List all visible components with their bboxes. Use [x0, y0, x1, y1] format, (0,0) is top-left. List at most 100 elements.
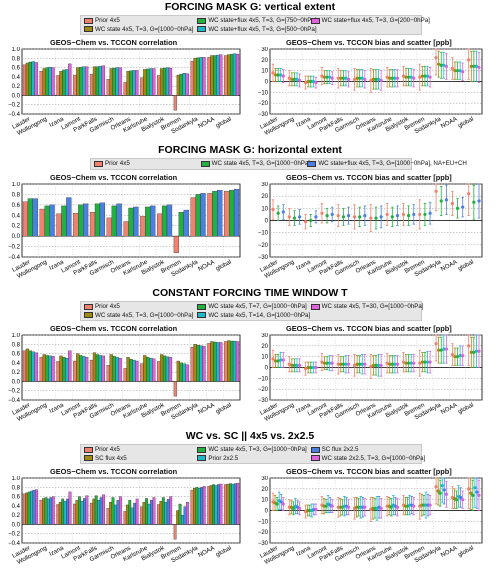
- bias-point: [281, 502, 285, 506]
- bar: [145, 206, 151, 237]
- bias-point: [292, 216, 297, 220]
- station-label: global: [457, 259, 475, 273]
- bar: [224, 55, 228, 96]
- bias-point: [472, 350, 476, 354]
- legend-item: Prior 4x5: [84, 303, 120, 310]
- bar: [42, 498, 45, 525]
- bar: [152, 358, 156, 382]
- bias-point: [295, 77, 299, 81]
- bar: [42, 354, 46, 382]
- bar: [82, 356, 86, 382]
- bar: [216, 342, 220, 382]
- bar: [199, 345, 203, 382]
- y-tick-label: 30: [261, 182, 268, 188]
- bias-point: [276, 73, 280, 77]
- bar: [39, 500, 43, 525]
- bias-point: [428, 503, 432, 507]
- station-label: global: [215, 259, 233, 273]
- bar: [115, 67, 119, 96]
- panel-title: CONSTANT FORCING TIME WINDOW T: [152, 287, 348, 299]
- bias-point: [287, 76, 291, 80]
- bias-point: [292, 77, 297, 81]
- bar: [190, 346, 194, 382]
- bias-point: [450, 201, 454, 206]
- bar: [92, 352, 97, 382]
- panel-title: FORCING MASK G: horizontal extent: [158, 144, 342, 156]
- bar: [216, 54, 220, 96]
- bias-point: [412, 504, 416, 508]
- bias-point: [325, 214, 329, 218]
- bias-point: [352, 363, 357, 367]
- bias-point: [336, 214, 340, 218]
- bar: [61, 498, 65, 525]
- legend-swatch: [200, 160, 210, 167]
- bar: [39, 357, 43, 382]
- legend-swatch: [94, 160, 103, 167]
- bar: [25, 348, 30, 382]
- bias-point: [461, 70, 465, 74]
- bias-point: [425, 74, 430, 78]
- y-tick-label: 0: [265, 509, 269, 515]
- bar: [143, 69, 147, 96]
- bar: [130, 507, 134, 525]
- bar: [94, 495, 98, 525]
- bar: [182, 363, 186, 382]
- legend-swatch: [84, 312, 93, 318]
- bias-point: [474, 349, 479, 353]
- bar: [95, 66, 100, 96]
- bias-point: [336, 76, 340, 80]
- bar: [133, 502, 137, 525]
- y-tick-label: 0.2: [12, 370, 21, 376]
- bar: [165, 356, 170, 382]
- bias-point: [455, 355, 460, 359]
- bar: [128, 500, 132, 525]
- bar: [152, 497, 156, 525]
- y-tick-label: −0.2: [8, 103, 21, 109]
- bias-point: [418, 361, 422, 365]
- bias-point: [454, 498, 459, 502]
- bar: [209, 485, 213, 525]
- bar: [94, 203, 101, 237]
- legend-item: Prior 2x2.5: [197, 455, 238, 462]
- bias-point: [281, 74, 285, 78]
- bias-point: [355, 362, 359, 366]
- bias-point: [442, 63, 446, 67]
- bias-point: [412, 76, 416, 80]
- bar: [66, 498, 69, 525]
- bias-point: [412, 361, 416, 365]
- bias-point: [281, 210, 285, 214]
- bias-point: [395, 214, 400, 218]
- bias-point: [423, 360, 427, 364]
- bar: [140, 77, 144, 96]
- bias-point: [393, 76, 397, 80]
- panel-1: FORCING MASK G: vertical extent Prior 4x5…: [0, 0, 500, 143]
- bar: [30, 490, 33, 525]
- station-label: global: [215, 116, 233, 130]
- bar: [224, 341, 228, 382]
- bias-point: [330, 212, 334, 217]
- bias-point: [371, 363, 376, 367]
- bias-point: [311, 365, 315, 370]
- bar: [173, 235, 179, 253]
- bar: [22, 64, 27, 96]
- bar: [150, 500, 153, 525]
- y-tick-label: −10: [258, 376, 269, 382]
- bar: [143, 355, 147, 382]
- bar: [106, 365, 110, 382]
- bias-point: [425, 360, 430, 364]
- legend-item: WC state+flux 4x5, T=3, G=[200−0hPa]: [310, 17, 430, 24]
- legend-label: Prior 4x5: [95, 303, 120, 310]
- bias-point: [325, 75, 329, 79]
- bar: [146, 68, 150, 96]
- bias-point: [439, 348, 443, 352]
- bias-chart-title: GEOS−Chem vs. TCCON bias and scatter [pp…: [286, 467, 452, 476]
- bar: [168, 357, 173, 382]
- y-tick-label: −0.4: [8, 255, 21, 261]
- bar: [58, 501, 62, 525]
- bar: [173, 95, 178, 111]
- bar: [106, 217, 112, 237]
- bias-point: [279, 358, 283, 362]
- bar: [140, 506, 143, 525]
- legend-swatch: [310, 455, 320, 461]
